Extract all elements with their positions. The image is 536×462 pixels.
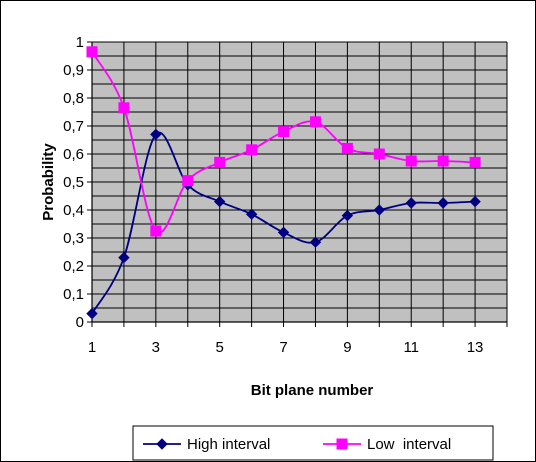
data-point xyxy=(341,142,353,154)
data-point xyxy=(246,144,258,156)
y-tick-label: 0,9 xyxy=(63,62,84,79)
data-point xyxy=(182,175,194,187)
data-point xyxy=(373,204,386,216)
data-point xyxy=(373,148,385,160)
data-point xyxy=(150,128,162,141)
legend-label: High interval xyxy=(187,436,270,453)
series-layer xyxy=(86,46,481,320)
x-tick-label: 1 xyxy=(88,339,96,356)
legend-marker xyxy=(336,438,348,450)
x-tick-label: 13 xyxy=(467,339,484,356)
data-point xyxy=(341,209,354,222)
y-tick-label: 0,2 xyxy=(63,258,84,275)
y-tick-label: 0,3 xyxy=(63,230,84,247)
y-axis-title: Probability xyxy=(40,143,57,221)
data-point xyxy=(245,208,258,220)
y-tick-label: 0,5 xyxy=(63,174,84,191)
series-high-interval xyxy=(86,128,481,320)
x-axis-title: Bit plane number xyxy=(251,382,374,399)
data-point xyxy=(437,155,449,167)
y-tick-label: 0 xyxy=(76,314,84,331)
data-point xyxy=(118,102,130,114)
legend-marker xyxy=(156,438,168,450)
tick-labels: 00,10,20,30,40,50,60,70,80,911 3 5 7 9 11 13 xyxy=(63,34,483,356)
legend-label: Low interval xyxy=(367,436,451,453)
data-point xyxy=(309,236,322,248)
x-tick-label: 11 xyxy=(403,339,419,356)
data-point xyxy=(469,195,481,208)
data-point xyxy=(118,251,130,264)
data-point xyxy=(86,46,98,58)
data-point xyxy=(278,126,290,138)
x-tick-label: 7 xyxy=(279,339,287,356)
y-tick-label: 0,4 xyxy=(63,202,84,219)
data-point xyxy=(469,156,481,168)
data-point xyxy=(150,225,162,237)
legend-box xyxy=(132,425,494,461)
y-tick-label: 0,1 xyxy=(63,286,84,303)
y-tick-label: 0,8 xyxy=(63,90,84,107)
y-tick-label: 0,6 xyxy=(63,146,84,163)
axes xyxy=(87,41,508,327)
x-tick-label: 9 xyxy=(343,339,351,356)
gridlines xyxy=(91,41,508,323)
x-tick-label: 3 xyxy=(152,339,160,356)
data-point xyxy=(405,155,417,167)
data-point xyxy=(214,156,226,168)
series-low-interval xyxy=(86,46,481,237)
y-tick-label: 1 xyxy=(76,34,84,51)
data-point xyxy=(309,116,321,128)
data-point xyxy=(277,226,290,239)
legend: High interval Low interval xyxy=(132,425,494,461)
data-point xyxy=(213,195,226,208)
data-point xyxy=(437,197,449,209)
data-point xyxy=(86,307,98,320)
x-tick-label: 5 xyxy=(216,339,224,356)
data-point xyxy=(405,197,417,209)
y-tick-label: 0,7 xyxy=(63,118,84,135)
